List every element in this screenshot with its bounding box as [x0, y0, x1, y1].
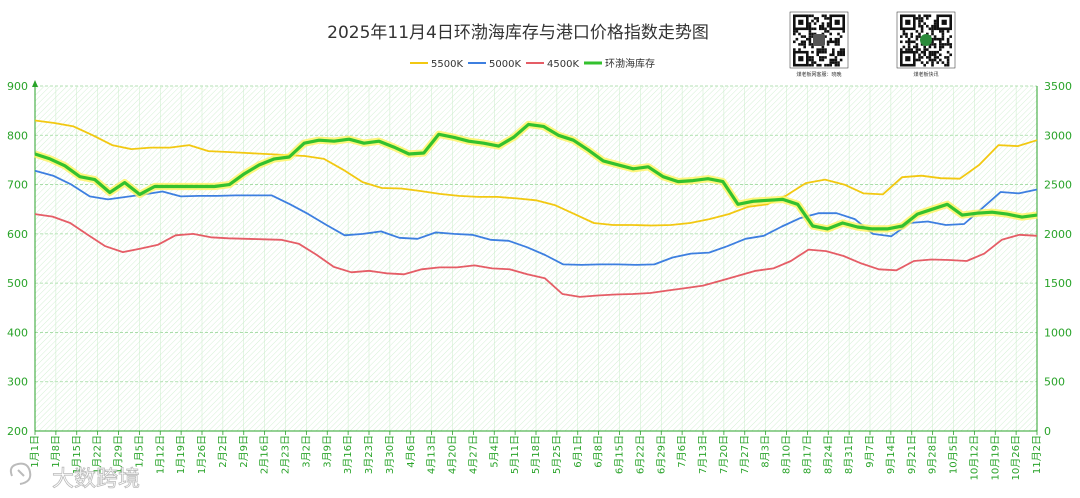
x-tick-label: 10月19日: [989, 435, 1001, 480]
qr-code-2: 煤老板快讯: [896, 11, 956, 78]
x-tick-label: 1月15日: [71, 435, 83, 474]
y-tick-label: 500: [7, 277, 28, 290]
y-tick-label: 200: [7, 425, 28, 438]
y2-tick-label: 3500: [1044, 80, 1072, 93]
x-tick-label: 9月28日: [927, 435, 939, 474]
x-tick-label: 3月16日: [342, 435, 354, 474]
x-tick-label: 10月12日: [968, 435, 980, 480]
x-tick-label: 2月2日: [217, 435, 229, 468]
qr-caption-1: 煤老板网客服：晓晚: [796, 71, 841, 78]
x-tick-label: 7月27日: [739, 435, 751, 474]
y-tick-label: 700: [7, 179, 28, 192]
series-lines: [33, 119, 1038, 298]
x-tick-label: 2月9日: [238, 435, 250, 468]
x-tick-label: 2月16日: [259, 435, 271, 474]
x-tick-label: 3月2日: [300, 435, 312, 468]
x-tick-label: 4月6日: [405, 435, 417, 468]
legend-label: 5500K: [431, 59, 463, 70]
x-tick-label: 6月1日: [572, 435, 584, 468]
x-tick-label: 1月1日: [29, 435, 41, 468]
x-tick-label: 3月30日: [384, 435, 396, 474]
series-line-3: [34, 213, 1038, 298]
x-tick-label: 8月3日: [760, 435, 772, 468]
x-tick-label: 10月5日: [948, 435, 960, 474]
y2-tick-label: 0: [1044, 425, 1051, 438]
x-tick-label: 3月9日: [321, 435, 333, 468]
y-tick-label: 600: [7, 228, 28, 241]
y-axis-left-ticks: 200 300 400 500 600 700 800 900: [7, 80, 28, 438]
x-tick-label: 4月20日: [447, 435, 459, 474]
y-tick-label: 800: [7, 129, 28, 142]
x-tick-label: 5月18日: [530, 435, 542, 474]
x-tick-label: 1月5日: [133, 435, 145, 468]
x-tick-label: 4月13日: [426, 435, 438, 474]
x-tick-label: 11月2日: [1031, 435, 1043, 474]
x-tick-label: 1月19日: [175, 435, 187, 474]
x-tick-label: 9月14日: [885, 435, 897, 474]
series-line-4: [34, 122, 1038, 231]
x-tick-label: 6月29日: [655, 435, 667, 474]
legend: 5500K 5000K 4500K 环渤海库存: [410, 57, 655, 70]
legend-label: 5000K: [489, 59, 521, 70]
x-tick-label: 7月6日: [676, 435, 688, 468]
x-tick-label: 9月7日: [864, 435, 876, 468]
x-tick-label: 5月11日: [509, 435, 521, 474]
x-tick-label: 8月17日: [801, 435, 813, 474]
y2-tick-label: 2000: [1044, 228, 1072, 241]
chart-title: 2025年11月4日环渤海库存与港口价格指数走势图: [327, 23, 709, 43]
x-tick-label: 6月15日: [614, 435, 626, 474]
y2-tick-label: 500: [1044, 376, 1065, 389]
x-tick-label: 8月31日: [843, 435, 855, 474]
x-tick-label: 7月20日: [718, 435, 730, 474]
x-tick-label: 8月10日: [781, 435, 793, 474]
y2-tick-label: 1000: [1044, 326, 1072, 339]
legend-label: 环渤海库存: [605, 57, 655, 70]
x-tick-label: 5月4日: [488, 435, 500, 468]
x-tick-label: 2月23日: [280, 435, 292, 474]
x-tick-label: 1月22日: [92, 435, 104, 474]
series-line-1: [34, 119, 1038, 227]
x-tick-label: 1月29日: [113, 435, 125, 474]
y2-tick-label: 3000: [1044, 129, 1072, 142]
x-tick-label: 1月8日: [50, 435, 62, 468]
x-tick-label: 1月26日: [196, 435, 208, 474]
watermark-text: 大数跨境: [52, 467, 140, 492]
y-tick-label: 300: [7, 376, 28, 389]
brand-logo-icon: [9, 462, 32, 485]
x-tick-label: 6月22日: [634, 435, 646, 474]
y-tick-label: 900: [7, 80, 28, 93]
y-tick-label: 400: [7, 326, 28, 339]
qr-caption-2: 煤老板快讯: [913, 71, 938, 78]
x-tick-label: 8月24日: [822, 435, 834, 474]
y-axis-right-ticks: 0 500 1000 1500 2000 2500 3000 3500: [1044, 80, 1072, 438]
x-tick-label: 1月12日: [154, 435, 166, 474]
x-tick-label: 7月13日: [697, 435, 709, 474]
y2-tick-label: 2500: [1044, 179, 1072, 192]
x-tick-label: 3月23日: [363, 435, 375, 474]
x-tick-label: 5月25日: [551, 435, 563, 474]
x-axis-ticks: 1月1日 1月8日 1月15日 1月22日 1月29日 1月5日 1月12日 1月19日 1月2…: [29, 431, 1043, 480]
legend-label: 4500K: [547, 59, 579, 70]
y2-tick-label: 1500: [1044, 277, 1072, 290]
x-tick-label: 4月27日: [467, 435, 479, 474]
qr-code-1: 煤老板网客服：晓晚: [789, 11, 849, 78]
x-tick-label: 10月26日: [1010, 435, 1022, 480]
x-tick-label: 9月21日: [906, 435, 918, 474]
watermark: 大数跨境: [9, 462, 140, 492]
x-tick-label: 6月8日: [593, 435, 605, 468]
